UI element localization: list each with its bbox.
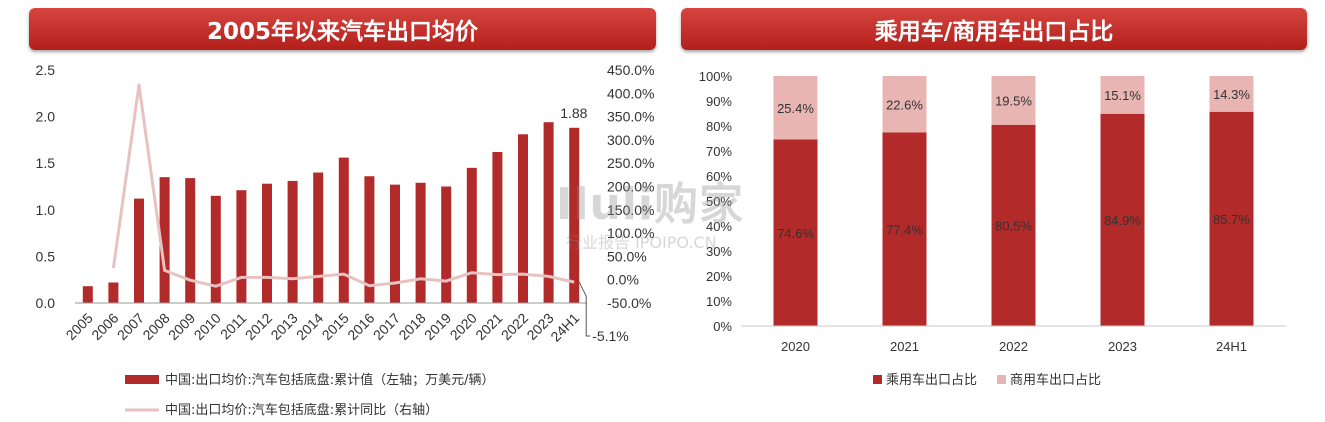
passenger-share-label: 85.7%	[1213, 212, 1250, 227]
legend-bar-label: 中国:出口均价:汽车包括底盘:累计值（左轴；万美元/辆）	[165, 372, 495, 388]
y-tick: 50%	[706, 194, 732, 209]
left-y-tick: 1.5	[36, 155, 56, 171]
passenger-share-label: 80.5%	[995, 218, 1032, 233]
commercial-share-label: 14.3%	[1213, 87, 1250, 102]
right-chart-title: 乘用车/商用车出口占比	[681, 8, 1307, 50]
passenger-share-bar	[991, 124, 1036, 326]
right-y-tick: 100.0%	[607, 225, 654, 241]
price-bar	[492, 152, 503, 303]
price-bar	[185, 178, 196, 303]
price-bar	[569, 127, 580, 303]
left-y-tick: 0.0	[36, 295, 56, 311]
price-bar	[159, 177, 170, 303]
left-y-tick: 2.5	[36, 62, 56, 78]
export-price-chart: 0.0 0.5 1.0 1.5 2.0 2.5 -50.0% 0.0% 50.0% 100.0% 1…	[36, 62, 655, 418]
price-bar	[313, 172, 324, 303]
left-y-tick: 1.0	[36, 202, 56, 218]
y-tick: 80%	[706, 119, 732, 134]
price-bar	[108, 282, 119, 303]
commercial-share-bar	[1209, 76, 1254, 112]
right-y-tick: 150.0%	[607, 202, 654, 218]
x-tick-label: 24H1	[1216, 339, 1247, 354]
y-tick: 100%	[699, 69, 733, 84]
price-bar	[82, 286, 93, 303]
commercial-share-bar	[991, 76, 1036, 125]
last-bar-label: 1.88	[560, 105, 587, 121]
right-y-tick: 200.0%	[607, 179, 654, 195]
commercial-share-bar	[773, 76, 818, 140]
commercial-share-bar	[882, 76, 927, 133]
price-bar	[134, 198, 144, 303]
x-tick-label: 2020	[781, 339, 810, 354]
x-tick-label: 2023	[1108, 339, 1137, 354]
left-y-tick: 2.0	[36, 109, 56, 125]
legend-commercial-swatch	[997, 375, 1006, 384]
commercial-share-label: 25.4%	[777, 101, 814, 116]
price-bar	[236, 190, 247, 303]
y-tick: 70%	[706, 144, 732, 159]
passenger-share-bar	[1209, 111, 1254, 326]
price-bar	[364, 176, 375, 303]
right-y-tick: 400.0%	[607, 85, 654, 101]
passenger-share-label: 84.9%	[1104, 213, 1141, 228]
price-bar	[210, 195, 221, 303]
price-bar	[518, 134, 528, 303]
y-tick: 90%	[706, 94, 732, 109]
price-bar	[543, 122, 554, 303]
legend-bar-swatch	[125, 375, 159, 384]
y-tick: 30%	[706, 244, 732, 259]
y-tick: 40%	[706, 219, 732, 234]
right-y-tick: -50.0%	[607, 295, 651, 311]
y-tick: 20%	[706, 269, 732, 284]
yoy-line	[111, 83, 575, 288]
price-bar	[262, 183, 272, 303]
last-line-label: -5.1%	[592, 328, 629, 344]
right-y-tick: 250.0%	[607, 155, 654, 171]
x-tick-label: 2022	[999, 339, 1028, 354]
y-tick: 10%	[706, 294, 732, 309]
commercial-share-label: 22.6%	[886, 97, 923, 112]
price-bar	[390, 184, 400, 303]
commercial-share-bar	[1100, 76, 1145, 114]
price-bar	[338, 157, 349, 303]
commercial-share-label: 19.5%	[995, 93, 1032, 108]
right-y-tick: 450.0%	[607, 62, 654, 78]
price-bar	[287, 180, 298, 303]
left-chart-title: 2005年以来汽车出口均价	[29, 8, 656, 50]
passenger-share-bar	[1100, 113, 1145, 326]
price-bar	[441, 186, 452, 303]
price-bar	[466, 167, 477, 303]
commercial-share-label: 15.1%	[1104, 88, 1141, 103]
right-y-tick: 300.0%	[607, 132, 654, 148]
legend-commercial-label: 商用车出口占比	[1010, 372, 1101, 388]
legend-line-label: 中国:出口均价:汽车包括底盘:累计同比（右轴）	[165, 402, 438, 418]
y-tick: 0%	[713, 319, 732, 334]
legend-passenger-label: 乘用车出口占比	[886, 372, 977, 388]
right-y-tick: 350.0%	[607, 109, 654, 125]
passenger-share-label: 74.6%	[777, 226, 814, 241]
passenger-share-label: 77.4%	[886, 222, 923, 237]
passenger-share-bar	[773, 139, 818, 326]
left-y-tick: 0.5	[36, 248, 56, 264]
last-line-leader	[578, 281, 591, 337]
right-y-tick: 0.0%	[607, 272, 639, 288]
x-tick-label: 2021	[890, 339, 919, 354]
right-y-tick: 50.0%	[607, 248, 647, 264]
price-bar	[415, 182, 426, 303]
passenger-share-bar	[882, 132, 927, 326]
y-tick: 60%	[706, 169, 732, 184]
legend-passenger-swatch	[873, 375, 882, 384]
